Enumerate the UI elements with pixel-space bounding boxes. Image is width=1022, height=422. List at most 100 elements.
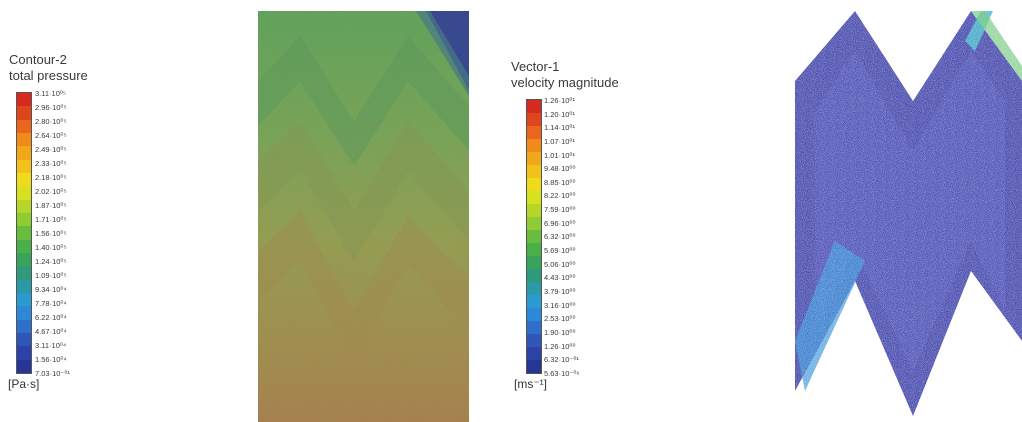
tick-label: 1.71·10⁰⁵ [35,215,67,224]
color-swatch [527,282,541,295]
color-swatch [527,308,541,321]
pressure-legend-title-line2: total pressure [9,68,88,83]
tick-label: 2.96·10⁰⁵ [35,103,67,112]
tick-label: 1.24·10⁰⁵ [35,257,67,266]
tick-label: 1.26·10⁰⁰ [544,341,576,351]
tick-label: 9.48·10⁰⁰ [544,164,576,174]
color-swatch [17,186,31,200]
color-swatch [527,191,541,204]
tick-label: 1.14·10⁰¹ [544,123,575,133]
pressure-legend-title: Contour-2 total pressure [9,52,88,84]
color-swatch [527,334,541,347]
tick-label: 3.11·10⁰⁵ [35,89,66,98]
tick-label: 9.34·10⁰⁴ [35,285,67,294]
velocity-tick-labels: 1.26·10⁰¹ 1.20·10⁰¹ 1.14·10⁰¹ 1.07·10⁰¹ 1.01… [544,96,580,382]
color-swatch [17,266,31,280]
color-swatch [527,217,541,230]
color-swatch [527,360,541,373]
velocity-legend-title-line1: Vector-1 [511,59,560,74]
tick-label: 2.80·10⁰⁵ [35,117,67,126]
tick-label: 2.18·10⁰⁵ [35,173,67,182]
color-swatch [527,204,541,217]
pressure-legend-title-line1: Contour-2 [9,52,67,67]
velocity-legend-title-line2: velocity magnitude [511,75,619,90]
tick-label: 1.90·10⁰⁰ [544,327,576,337]
tick-label: 7.78·10⁰⁴ [35,299,67,308]
color-swatch [17,172,31,187]
color-swatch [17,332,31,347]
color-swatch [527,295,541,308]
tick-label: 3.11·10⁰⁴ [35,341,67,350]
color-swatch [527,230,541,243]
tick-label: 1.01·10⁰¹ [544,150,575,160]
tick-label: 2.64·10⁰⁵ [35,131,67,140]
velocity-vector-field [795,11,1022,422]
color-swatch [17,159,31,173]
tick-label: 1.07·10⁰¹ [544,136,575,146]
tick-label: 6.22·10⁰⁴ [35,313,67,322]
velocity-color-bar [526,99,542,374]
color-swatch [527,269,541,282]
color-swatch [17,252,31,267]
color-swatch [527,165,541,178]
tick-label: 6.32·10⁰⁰ [544,232,576,242]
velocity-noise-overlay [795,11,1022,422]
color-swatch [17,132,31,147]
color-swatch [17,319,31,333]
pressure-color-bar [16,92,32,374]
color-swatch [17,359,31,373]
tick-label: 4.67·10⁰⁴ [35,327,67,336]
tick-label: 1.56·10⁰⁵ [35,229,67,238]
tick-label: 8.22·10⁰⁰ [544,191,576,201]
tick-label: 7.03·10⁻⁰¹ [35,369,70,378]
color-swatch [527,100,541,113]
tick-label: 2.02·10⁰⁵ [35,187,67,196]
pressure-unit: [Pa·s] [8,377,40,391]
velocity-legend-title: Vector-1 velocity magnitude [511,59,619,91]
color-swatch [527,126,541,139]
tick-label: 7.59·10⁰⁰ [544,205,576,215]
velocity-unit: [ms⁻¹] [514,377,547,391]
tick-label: 1.20·10⁰¹ [544,109,575,119]
color-swatch [17,199,31,213]
tick-label: 6.32·10⁻⁰¹ [544,355,579,365]
color-swatch [17,212,31,227]
color-swatch [17,279,31,293]
tick-label: 1.09·10⁰⁵ [35,271,67,280]
color-swatch [17,306,31,320]
color-swatch [17,106,31,120]
color-swatch [17,346,31,360]
color-swatch [527,243,541,256]
tick-label: 2.33·10⁰⁵ [35,159,67,168]
color-swatch [17,292,31,307]
color-swatch [527,321,541,334]
color-swatch [527,113,541,126]
color-swatch [527,256,541,269]
color-swatch [527,139,541,152]
tick-label: 1.56·10⁰⁴ [35,355,67,364]
pressure-contour-field [258,11,469,422]
pressure-tick-labels: 3.11·10⁰⁵ 2.96·10⁰⁵ 2.80·10⁰⁵ 2.64·10⁰⁵ 2.49… [35,89,70,383]
tick-label: 5.69·10⁰⁰ [544,246,576,256]
color-swatch [527,178,541,191]
color-swatch [17,146,31,160]
tick-label: 5.63·10⁻⁰⁶ [544,368,580,378]
pressure-noise-overlay [258,11,469,422]
tick-label: 3.16·10⁰⁰ [544,300,576,310]
tick-label: 5.06·10⁰⁰ [544,259,576,269]
tick-label: 8.85·10⁰⁰ [544,177,576,187]
color-swatch [527,152,541,165]
color-swatch [17,93,31,107]
color-swatch [17,239,31,253]
tick-label: 1.87·10⁰⁵ [35,201,67,210]
color-swatch [527,347,541,360]
tick-label: 2.49·10⁰⁵ [35,145,67,154]
tick-label: 6.96·10⁰⁰ [544,218,576,228]
tick-label: 1.26·10⁰¹ [544,96,575,105]
tick-label: 3.79·10⁰⁰ [544,286,576,296]
tick-label: 1.40·10⁰⁵ [35,243,67,252]
tick-label: 4.43·10⁰⁰ [544,273,576,283]
color-swatch [17,226,31,240]
color-swatch [17,119,31,133]
tick-label: 2.53·10⁰⁰ [544,314,576,324]
